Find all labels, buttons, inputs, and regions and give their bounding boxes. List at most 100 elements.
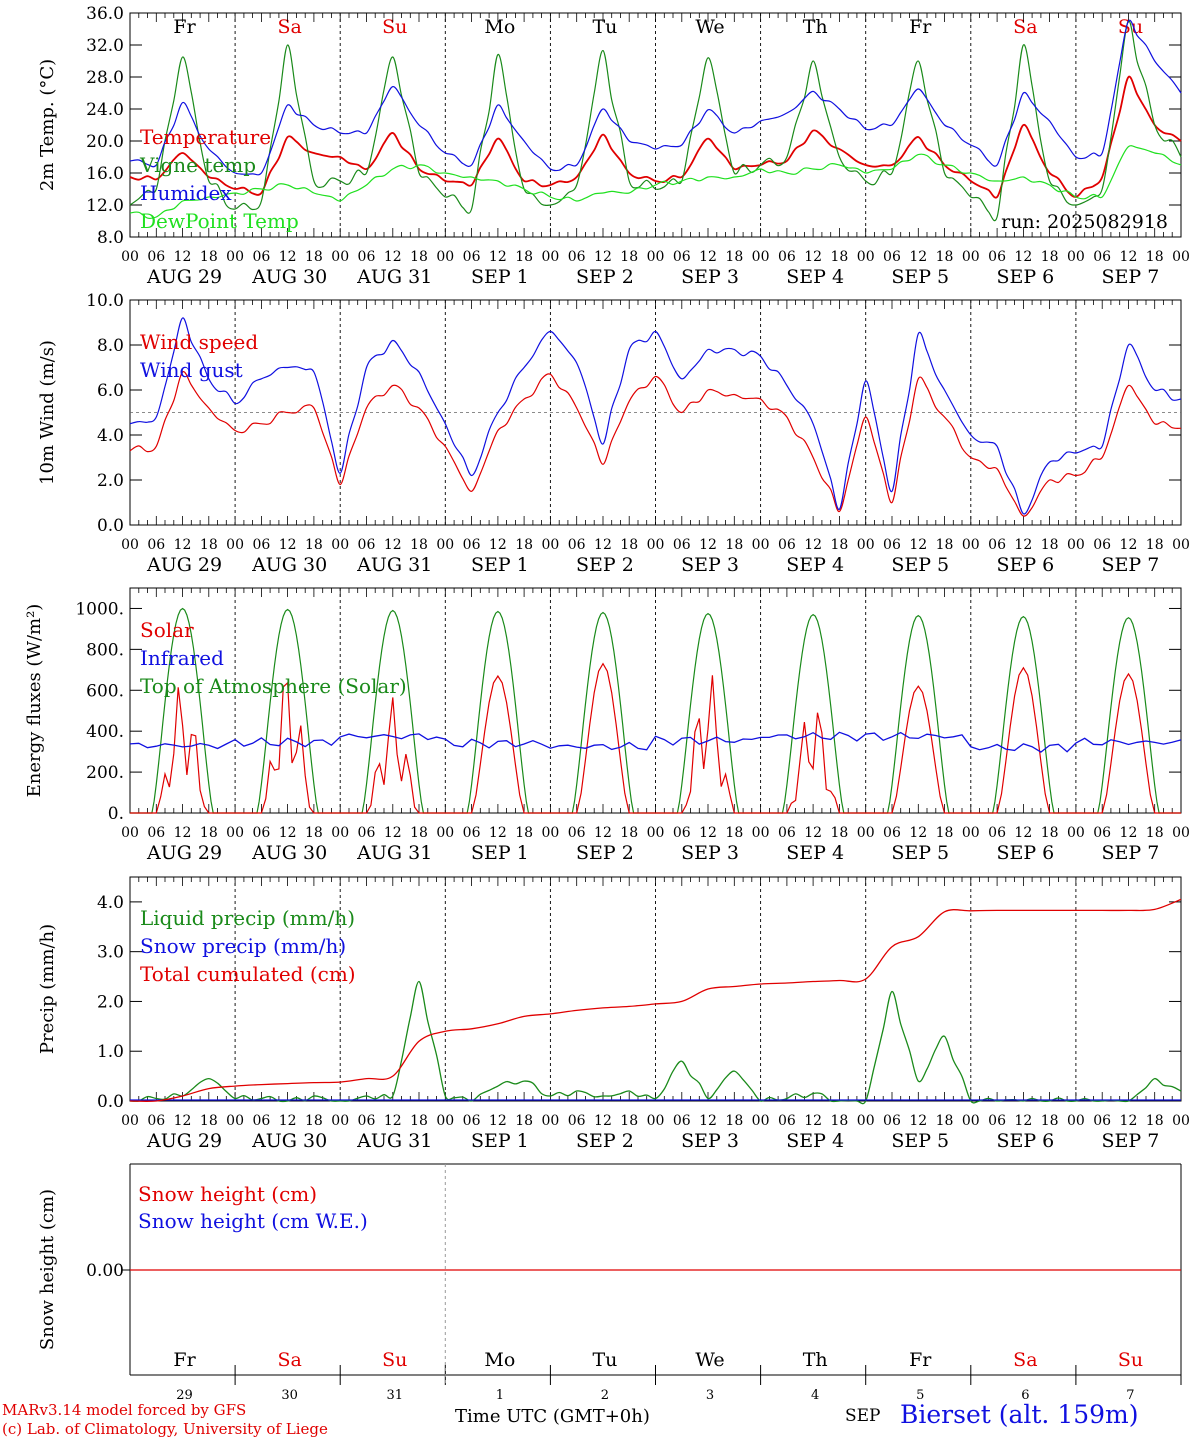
panel-0-hour-tick: 06 <box>778 249 796 265</box>
panel-3-legend-entry: Snow precip (mm/h) <box>140 934 346 958</box>
panel-0-hour-tick: 06 <box>1093 249 1111 265</box>
panel-3-hour-tick: 18 <box>1041 1113 1059 1129</box>
day-name-top: We <box>695 16 724 38</box>
panel-1-hour-tick: 00 <box>1172 537 1190 553</box>
panel-3-date-label: SEP 5 <box>891 1130 949 1152</box>
panel-1-time-ticks <box>129 300 1182 525</box>
panel-0-date-label: SEP 5 <box>891 266 949 288</box>
panel-2-hour-tick: 12 <box>174 825 192 841</box>
panel-1-hour-tick: 06 <box>883 537 901 553</box>
panel-3-date-label: AUG 30 <box>251 1130 327 1152</box>
series-line-total-cumulated-cm- <box>129 898 1182 1103</box>
panel-0-hour-tick: 18 <box>1146 249 1164 265</box>
panel-1-hour-tick: 18 <box>1146 537 1164 553</box>
panel-4-ytick-label: 0.00 <box>86 1261 124 1281</box>
panel-3-hour-tick: 00 <box>1172 1113 1190 1129</box>
panel-0-ytick-label: 8.0 <box>97 228 124 248</box>
panel-0-date-label: AUG 29 <box>146 266 222 288</box>
panel-3-hour-tick: 00 <box>541 1113 559 1129</box>
panel-0-hour-tick: 12 <box>804 249 822 265</box>
panel-1-hour-tick: 00 <box>226 537 244 553</box>
panel-3-hour-tick: 06 <box>147 1113 165 1129</box>
panel-1-date-label: SEP 7 <box>1102 554 1160 576</box>
panel-1-hour-tick: 06 <box>1093 537 1111 553</box>
series-line-dewpoint-temp <box>129 145 1182 220</box>
panel-0-ytick-label: 32.0 <box>86 36 124 56</box>
panel-0-hour-tick: 00 <box>541 249 559 265</box>
panel-0-hour-tick: 06 <box>988 249 1006 265</box>
day-name-bottom: Fr <box>909 1349 932 1371</box>
panel-1-hour-tick: 18 <box>620 537 638 553</box>
panel-2-legend-entry: Top of Atmosphere (Solar) <box>140 674 407 698</box>
day-name-bottom: Fr <box>173 1349 196 1371</box>
panel-3-date-label: AUG 31 <box>356 1130 432 1152</box>
panel-0-hour-tick: 06 <box>463 249 481 265</box>
panel-3-hour-tick: 06 <box>1093 1113 1111 1129</box>
panel-0-hour-tick: 12 <box>384 249 402 265</box>
panel-1-hour-tick: 00 <box>857 537 875 553</box>
panel-0-hour-tick: 00 <box>436 249 454 265</box>
day-name-bottom: We <box>695 1349 724 1371</box>
panel-3-ytick-label: 2.0 <box>97 992 124 1012</box>
panel-1-hour-tick: 06 <box>988 537 1006 553</box>
panel-2-hour-tick: 18 <box>1041 825 1059 841</box>
panel-2-date-label: SEP 2 <box>576 842 634 864</box>
panel-1-ytick-label: 4.0 <box>97 426 124 446</box>
series-line-solar <box>130 662 1181 814</box>
day-name-top: Fr <box>173 16 196 38</box>
day-number-bottom: 31 <box>386 1388 403 1403</box>
panel-1-hour-tick: 12 <box>594 537 612 553</box>
panel-2-hour-tick: 00 <box>331 825 349 841</box>
panel-3-ytick-label: 1.0 <box>97 1042 124 1062</box>
series-line-wind-gust <box>129 317 1182 515</box>
panel-3-hour-tick: 12 <box>174 1113 192 1129</box>
panel-0-hour-tick: 00 <box>331 249 349 265</box>
panel-3-legend-entry: Total cumulated (cm) <box>140 962 356 986</box>
panel-2-hour-tick: 00 <box>1172 825 1190 841</box>
panel-1-date-label: SEP 4 <box>786 554 844 576</box>
panel-2-hour-tick: 18 <box>1146 825 1164 841</box>
panel-3-hour-tick: 18 <box>515 1113 533 1129</box>
panel-2-ytick-label: 600. <box>86 681 124 701</box>
panel-1-hour-tick: 12 <box>1014 537 1032 553</box>
panel-0-hour-tick: 00 <box>1172 249 1190 265</box>
day-number-bottom: 3 <box>706 1388 714 1403</box>
panel-2-hour-tick: 00 <box>962 825 980 841</box>
panel-2-hour-tick: 06 <box>463 825 481 841</box>
panel-2-hour-tick: 00 <box>226 825 244 841</box>
panel-1-hour-tick: 18 <box>410 537 428 553</box>
panel-2-ytick-label: 800. <box>86 640 124 660</box>
panel-3-hour-tick: 00 <box>436 1113 454 1129</box>
panel-0-date-label: AUG 30 <box>251 266 327 288</box>
day-number-bottom: 5 <box>916 1388 924 1403</box>
day-name-bottom: Su <box>382 1349 407 1371</box>
panel-1-hour-tick: 00 <box>541 537 559 553</box>
panel-3-hour-tick: 12 <box>699 1113 717 1129</box>
panel-3-hour-tick: 12 <box>489 1113 507 1129</box>
panel-4-legend-entry: Snow height (cm W.E.) <box>138 1209 368 1233</box>
day-name-top: Su <box>1118 16 1143 38</box>
panel-0-ytick-label: 20.0 <box>86 132 124 152</box>
panel-3-hour-tick: 00 <box>962 1113 980 1129</box>
panel-0-hour-tick: 00 <box>647 249 665 265</box>
panel-0-hour-tick: 18 <box>305 249 323 265</box>
panel-0-hour-tick: 18 <box>936 249 954 265</box>
panel-1-legend-entry: Wind speed <box>140 330 258 354</box>
panel-3-hour-tick: 12 <box>909 1113 927 1129</box>
panel-2-hour-tick: 12 <box>489 825 507 841</box>
panel-0-hour-tick: 12 <box>1014 249 1032 265</box>
panel-2-hour-tick: 06 <box>673 825 691 841</box>
day-name-top: Fr <box>909 16 932 38</box>
day-number-bottom: 1 <box>496 1388 504 1403</box>
day-name-bottom: Mo <box>484 1349 515 1371</box>
panel-1-hour-tick: 18 <box>305 537 323 553</box>
panel-1-date-label: SEP 6 <box>996 554 1054 576</box>
day-name-bottom: Tu <box>592 1349 617 1371</box>
panel-0-ytick-label: 12.0 <box>86 196 124 216</box>
panel-2-legend-entry: Infrared <box>140 646 224 670</box>
panel-2-hour-tick: 12 <box>384 825 402 841</box>
panel-2-hour-tick: 12 <box>1014 825 1032 841</box>
panel-1-hour-tick: 18 <box>936 537 954 553</box>
panel-1-hour-tick: 12 <box>174 537 192 553</box>
